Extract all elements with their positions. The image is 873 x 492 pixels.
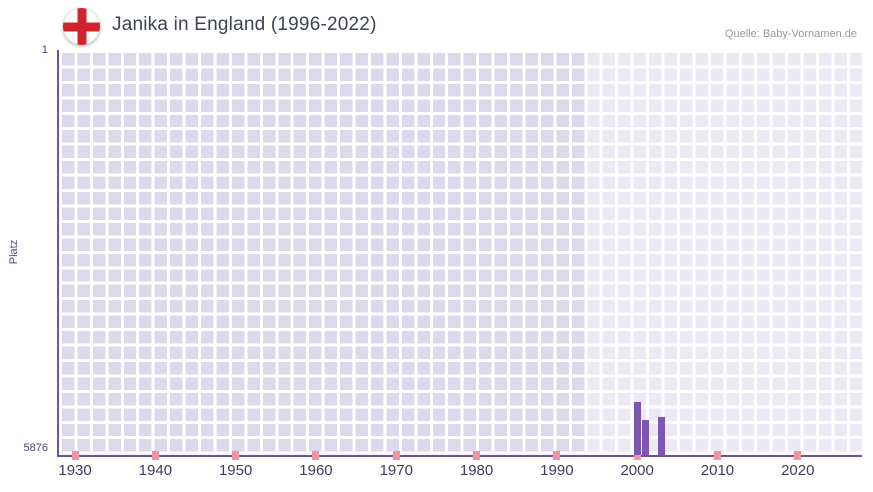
x-tick-label: 1980 <box>459 462 494 479</box>
x-tick-mark <box>151 451 159 460</box>
flag-cross-horizontal <box>63 22 100 31</box>
x-tick-label: 2020 <box>781 462 815 479</box>
x-tick-mark <box>232 451 240 460</box>
x-tick-mark <box>312 451 320 460</box>
bar-2003 <box>657 417 665 455</box>
england-flag-icon <box>63 8 100 45</box>
x-tick-mark <box>553 451 561 460</box>
x-tick-mark <box>794 451 802 460</box>
x-tick-label: 1990 <box>540 462 574 479</box>
x-tick-mark <box>392 451 400 460</box>
y-tick-max: 1 <box>41 44 48 56</box>
plot-area <box>59 50 862 460</box>
x-tick-mark <box>473 451 481 460</box>
x-tick-label: 1960 <box>299 462 333 479</box>
x-tick-label: 2000 <box>620 462 654 479</box>
x-tick-mark <box>713 451 721 460</box>
x-tick-label: 2010 <box>700 462 735 479</box>
plot-wrap: 1930 1940 1950 1960 1970 1980 1990 2000 2010 2020 <box>57 50 862 479</box>
x-tick-label: 1970 <box>379 462 413 479</box>
y-tick-min: 5876 <box>23 442 48 454</box>
x-tick-mark <box>71 451 79 460</box>
bar-2001 <box>641 420 649 455</box>
page-title: Janika in England (1996-2022) <box>112 14 377 35</box>
x-tick-mark <box>633 451 641 460</box>
highlight-era-band <box>584 50 862 455</box>
bar-2000 <box>633 401 641 455</box>
source-credit: Quelle: Baby-Vornamen.de <box>724 28 857 40</box>
x-tick-label: 1940 <box>138 462 173 479</box>
x-tick-label: 1930 <box>58 462 92 479</box>
y-axis-label: Platz <box>8 239 20 265</box>
x-tick-label: 1950 <box>218 462 253 479</box>
